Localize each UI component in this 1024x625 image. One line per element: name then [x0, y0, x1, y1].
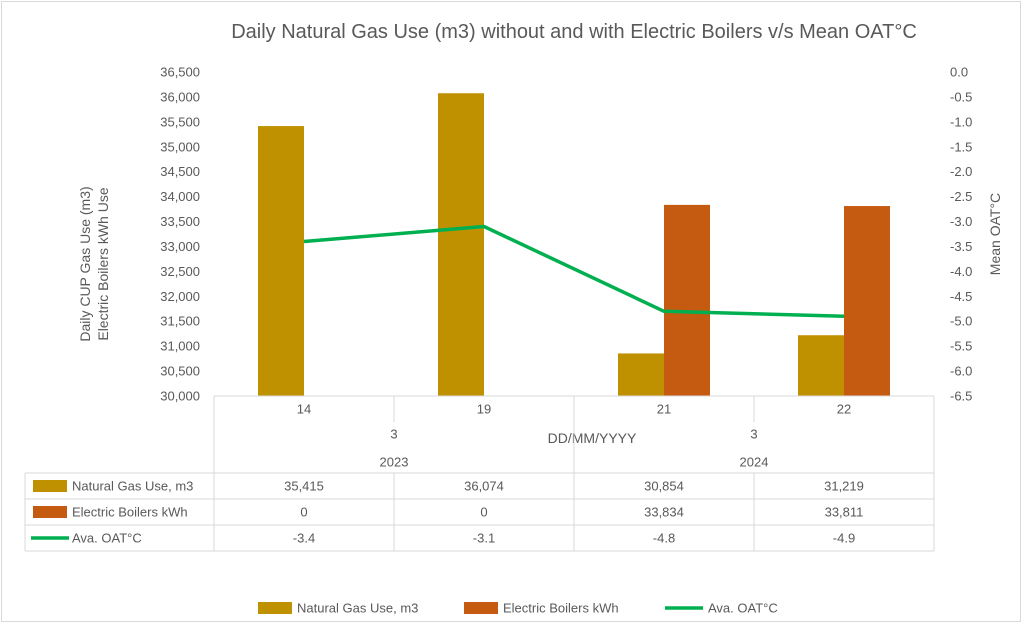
legend-label: Ava. OAT°C — [708, 601, 778, 616]
table-row-label: Ava. OAT°C — [72, 531, 142, 546]
bar-natural-gas — [438, 93, 484, 396]
y2-tick-label: -3.0 — [950, 214, 972, 229]
y2-tick-label: -1.5 — [950, 139, 972, 154]
y2-tick-label: -6.0 — [950, 364, 972, 379]
y2-tick-label: -4.0 — [950, 264, 972, 279]
y-tick-label: 36,500 — [160, 65, 200, 80]
table-cell: 0 — [300, 505, 307, 520]
y2-tick-label: -2.5 — [950, 189, 972, 204]
y-tick-label: 35,000 — [160, 139, 200, 154]
table-cell: 0 — [480, 505, 487, 520]
table-cell: 35,415 — [284, 479, 324, 494]
legend-key — [464, 602, 498, 614]
x-month-label: 3 — [390, 427, 397, 442]
y2-tick-label: -1.0 — [950, 114, 972, 129]
bar-natural-gas — [798, 335, 844, 396]
legend-label: Electric Boilers kWh — [503, 601, 619, 616]
y2-axis-title: Mean OAT°C — [987, 193, 1003, 275]
x-year-label: 2024 — [740, 455, 769, 470]
table-cell: 36,074 — [464, 479, 504, 494]
table-cell: -4.9 — [833, 531, 855, 546]
table-row-label: Natural Gas Use, m3 — [72, 479, 193, 494]
x-tick-label: 19 — [477, 402, 491, 417]
y2-tick-label: -3.5 — [950, 239, 972, 254]
line-oat — [303, 224, 845, 318]
y-tick-label: 33,000 — [160, 239, 200, 254]
y-tick-label: 32,500 — [160, 264, 200, 279]
table-cell: 31,219 — [824, 479, 864, 494]
y2-tick-label: -5.0 — [950, 314, 972, 329]
table-cell: 33,811 — [825, 505, 864, 520]
bar-natural-gas — [618, 353, 664, 396]
y2-tick-label: 0.0 — [950, 65, 968, 80]
y-axis-title: Daily CUP Gas Use (m3) — [77, 186, 93, 341]
y2-tick-label: -4.5 — [950, 289, 972, 304]
x-year-label: 2023 — [380, 455, 409, 470]
y2-tick-label: -6.5 — [950, 389, 972, 404]
y-tick-label: 34,500 — [160, 164, 200, 179]
y-tick-label: 34,000 — [160, 189, 200, 204]
legend-label: Natural Gas Use, m3 — [297, 601, 418, 616]
x-tick-label: 21 — [657, 402, 671, 417]
table-cell: 33,834 — [644, 505, 684, 520]
y-tick-label: 36,000 — [160, 89, 200, 104]
bar-electric-boilers — [664, 204, 710, 396]
y-tick-label: 30,000 — [160, 389, 200, 404]
table-cell: -4.8 — [653, 531, 675, 546]
bar-electric-boilers — [844, 206, 890, 396]
table-legend-key — [33, 506, 67, 518]
x-tick-label: 22 — [837, 402, 851, 417]
y-tick-label: 31,000 — [160, 339, 200, 354]
y2-tick-label: -5.5 — [950, 339, 972, 354]
bar-natural-gas — [258, 126, 304, 397]
y-tick-label: 33,500 — [160, 214, 200, 229]
table-cell: -3.1 — [473, 531, 495, 546]
y-axis-title-2: Electric Boilers kWh Use — [95, 187, 111, 340]
table-row-label: Electric Boilers kWh — [72, 505, 188, 520]
y2-tick-label: -0.5 — [950, 89, 972, 104]
chart-title: Daily Natural Gas Use (m3) without and w… — [231, 21, 917, 43]
y-tick-label: 35,500 — [160, 114, 200, 129]
x-month-label: 3 — [750, 427, 757, 442]
table-legend-key — [33, 480, 67, 492]
table-cell: 30,854 — [644, 479, 684, 494]
y-tick-label: 30,500 — [160, 364, 200, 379]
x-tick-label: 14 — [297, 402, 311, 417]
y-tick-label: 31,500 — [160, 314, 200, 329]
y-tick-label: 32,000 — [160, 289, 200, 304]
y2-tick-label: -2.0 — [950, 164, 972, 179]
legend-key — [258, 602, 292, 614]
x-axis-title: DD/MM/YYYY — [548, 430, 637, 446]
table-cell: -3.4 — [293, 531, 315, 546]
